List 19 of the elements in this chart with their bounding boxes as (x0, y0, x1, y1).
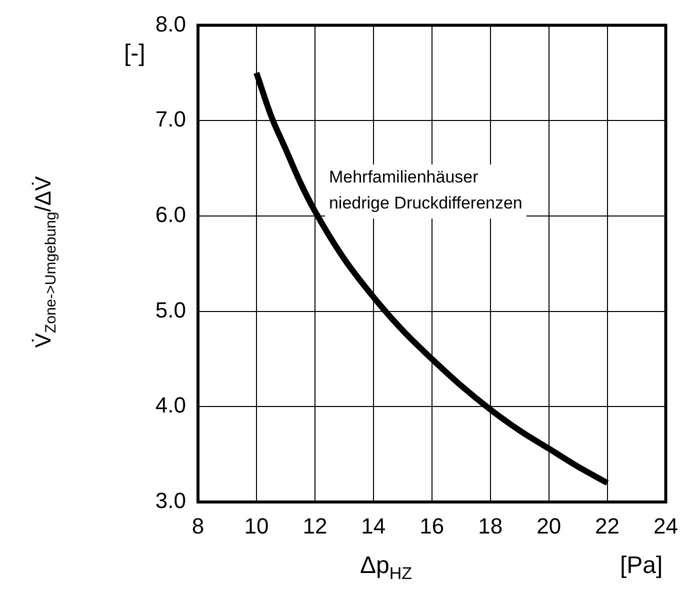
x-tick-label: 24 (654, 513, 678, 538)
y-tick-label: 8.0 (155, 11, 186, 36)
x-tick-label: 12 (302, 513, 328, 538)
text: [-] (124, 40, 146, 68)
text: [Pa] (620, 552, 663, 580)
x-tick-label: 8 (192, 513, 204, 538)
y-tick-label: 5.0 (155, 297, 186, 322)
series-label: Mehrfamilienhäuser niedrige Druckdifferenzen (328, 168, 522, 213)
x-axis-title: Δp$_{HZ}$ (360, 552, 412, 584)
y-tick-label: 3.0 (155, 488, 186, 514)
x-tick-label: 22 (595, 513, 620, 538)
x-tick-label: 10 (244, 513, 269, 538)
x-tick-label: 14 (361, 513, 386, 538)
y-tick-label: 4.0 (155, 392, 186, 418)
y-tick-label: 6.0 (155, 202, 186, 227)
x-tick-label: 20 (536, 513, 562, 538)
x-tick-label: 18 (478, 513, 503, 538)
y-tick-label: 7.0 (155, 106, 186, 132)
x-tick-label: 16 (420, 513, 444, 538)
